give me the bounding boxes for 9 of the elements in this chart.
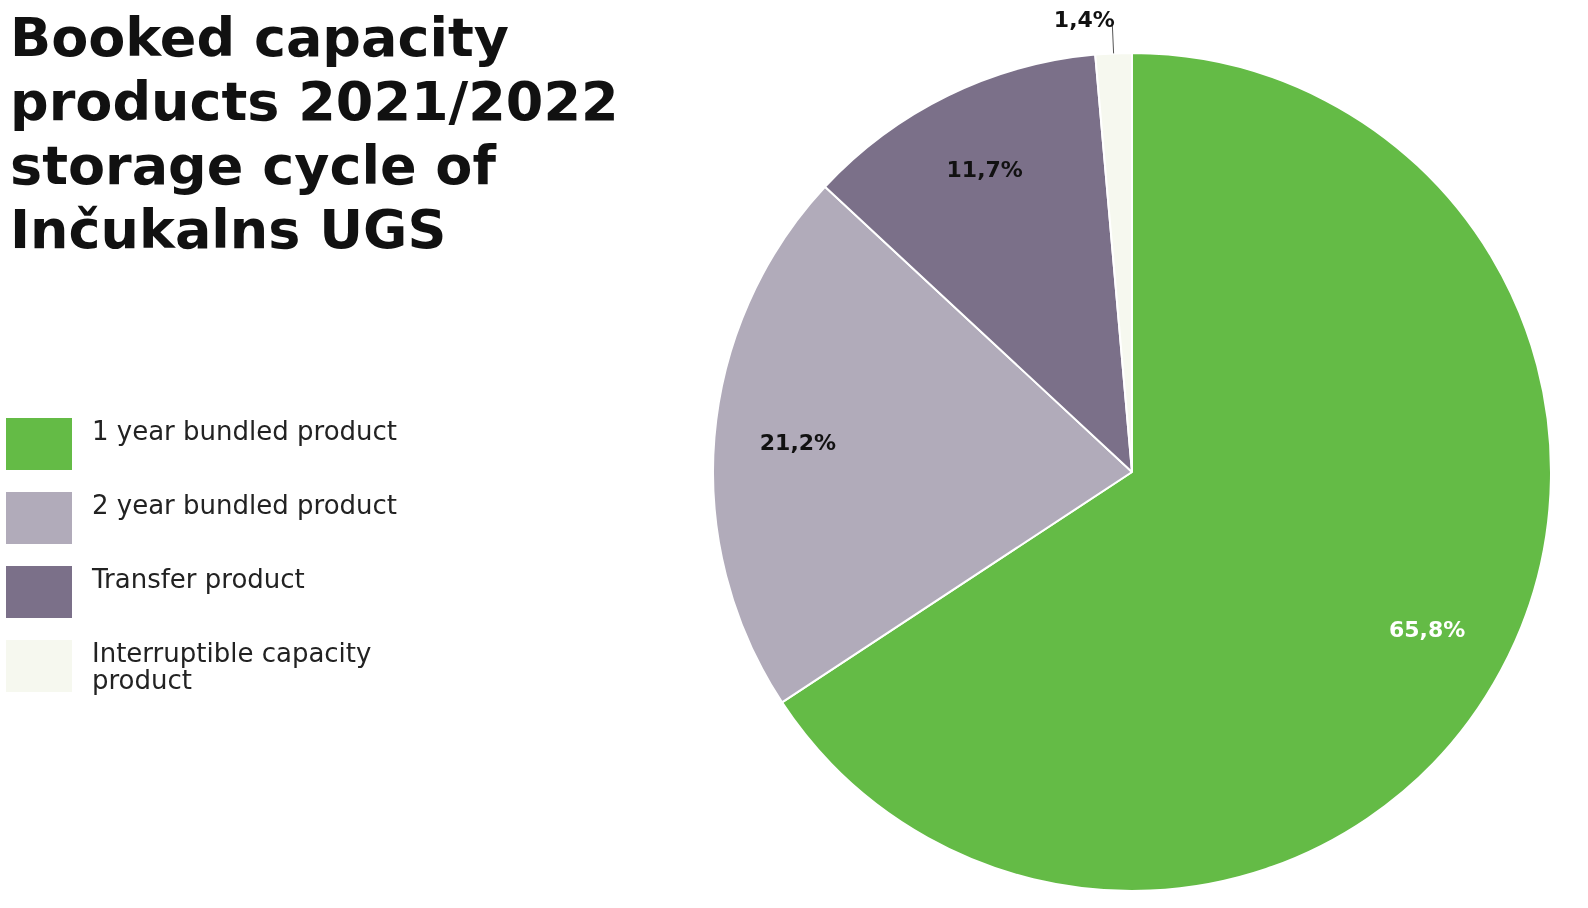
legend-label: Interruptible capacity product <box>92 638 373 695</box>
data-label: 65,8% <box>1388 616 1466 642</box>
legend-label: Transfer product <box>92 564 305 594</box>
data-label: 21,2% <box>759 429 837 455</box>
legend-label: 1 year bundled product <box>92 416 398 446</box>
legend-label: 2 year bundled product <box>92 490 398 520</box>
data-label: 11,7% <box>946 156 1023 182</box>
text: Booked capacity products 2021/2022 storage cycle of Inčukalns UGS <box>10 6 620 262</box>
data-label: 1,4% <box>1053 7 1115 33</box>
